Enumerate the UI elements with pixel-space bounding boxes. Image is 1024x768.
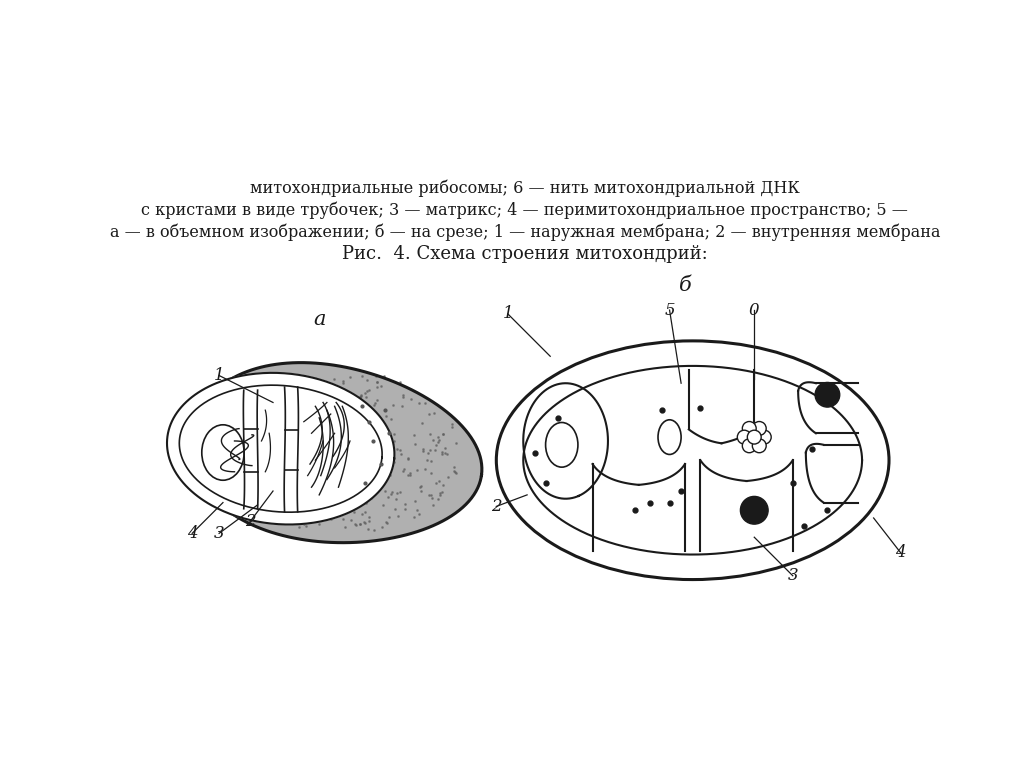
Text: 4: 4	[186, 525, 198, 542]
Text: 3: 3	[787, 568, 798, 584]
Text: 3: 3	[214, 525, 224, 542]
Text: Рис.  4. Схема строения митохондрий:: Рис. 4. Схема строения митохондрий:	[342, 245, 708, 263]
Text: 1: 1	[503, 306, 513, 323]
Text: 1: 1	[214, 367, 224, 384]
Text: с кристами в виде трубочек; 3 — матрикс; 4 — перимитохондриальное пространство; : с кристами в виде трубочек; 3 — матрикс;…	[141, 201, 908, 219]
Text: б: б	[679, 276, 691, 295]
Circle shape	[753, 422, 766, 435]
Text: 4: 4	[895, 544, 906, 561]
Polygon shape	[167, 372, 394, 525]
Circle shape	[742, 422, 756, 435]
Ellipse shape	[658, 420, 681, 455]
Circle shape	[758, 430, 771, 444]
Circle shape	[815, 382, 840, 407]
Circle shape	[748, 430, 761, 444]
Text: 5: 5	[665, 302, 675, 319]
Text: а — в объемном изображении; б — на срезе; 1 — наружная мембрана; 2 — внутренняя : а — в объемном изображении; б — на срезе…	[110, 223, 940, 240]
Text: митохондриальные рибосомы; 6 — нить митохондриальной ДНК: митохондриальные рибосомы; 6 — нить мито…	[250, 180, 800, 197]
Ellipse shape	[546, 422, 578, 467]
Circle shape	[737, 430, 752, 444]
Circle shape	[740, 496, 768, 524]
Text: а: а	[313, 310, 326, 329]
Text: 2: 2	[490, 498, 502, 515]
Text: 2: 2	[245, 513, 255, 531]
Text: 0: 0	[749, 302, 760, 319]
Ellipse shape	[497, 341, 889, 580]
Polygon shape	[191, 362, 482, 543]
Circle shape	[753, 439, 766, 452]
Circle shape	[742, 439, 756, 452]
